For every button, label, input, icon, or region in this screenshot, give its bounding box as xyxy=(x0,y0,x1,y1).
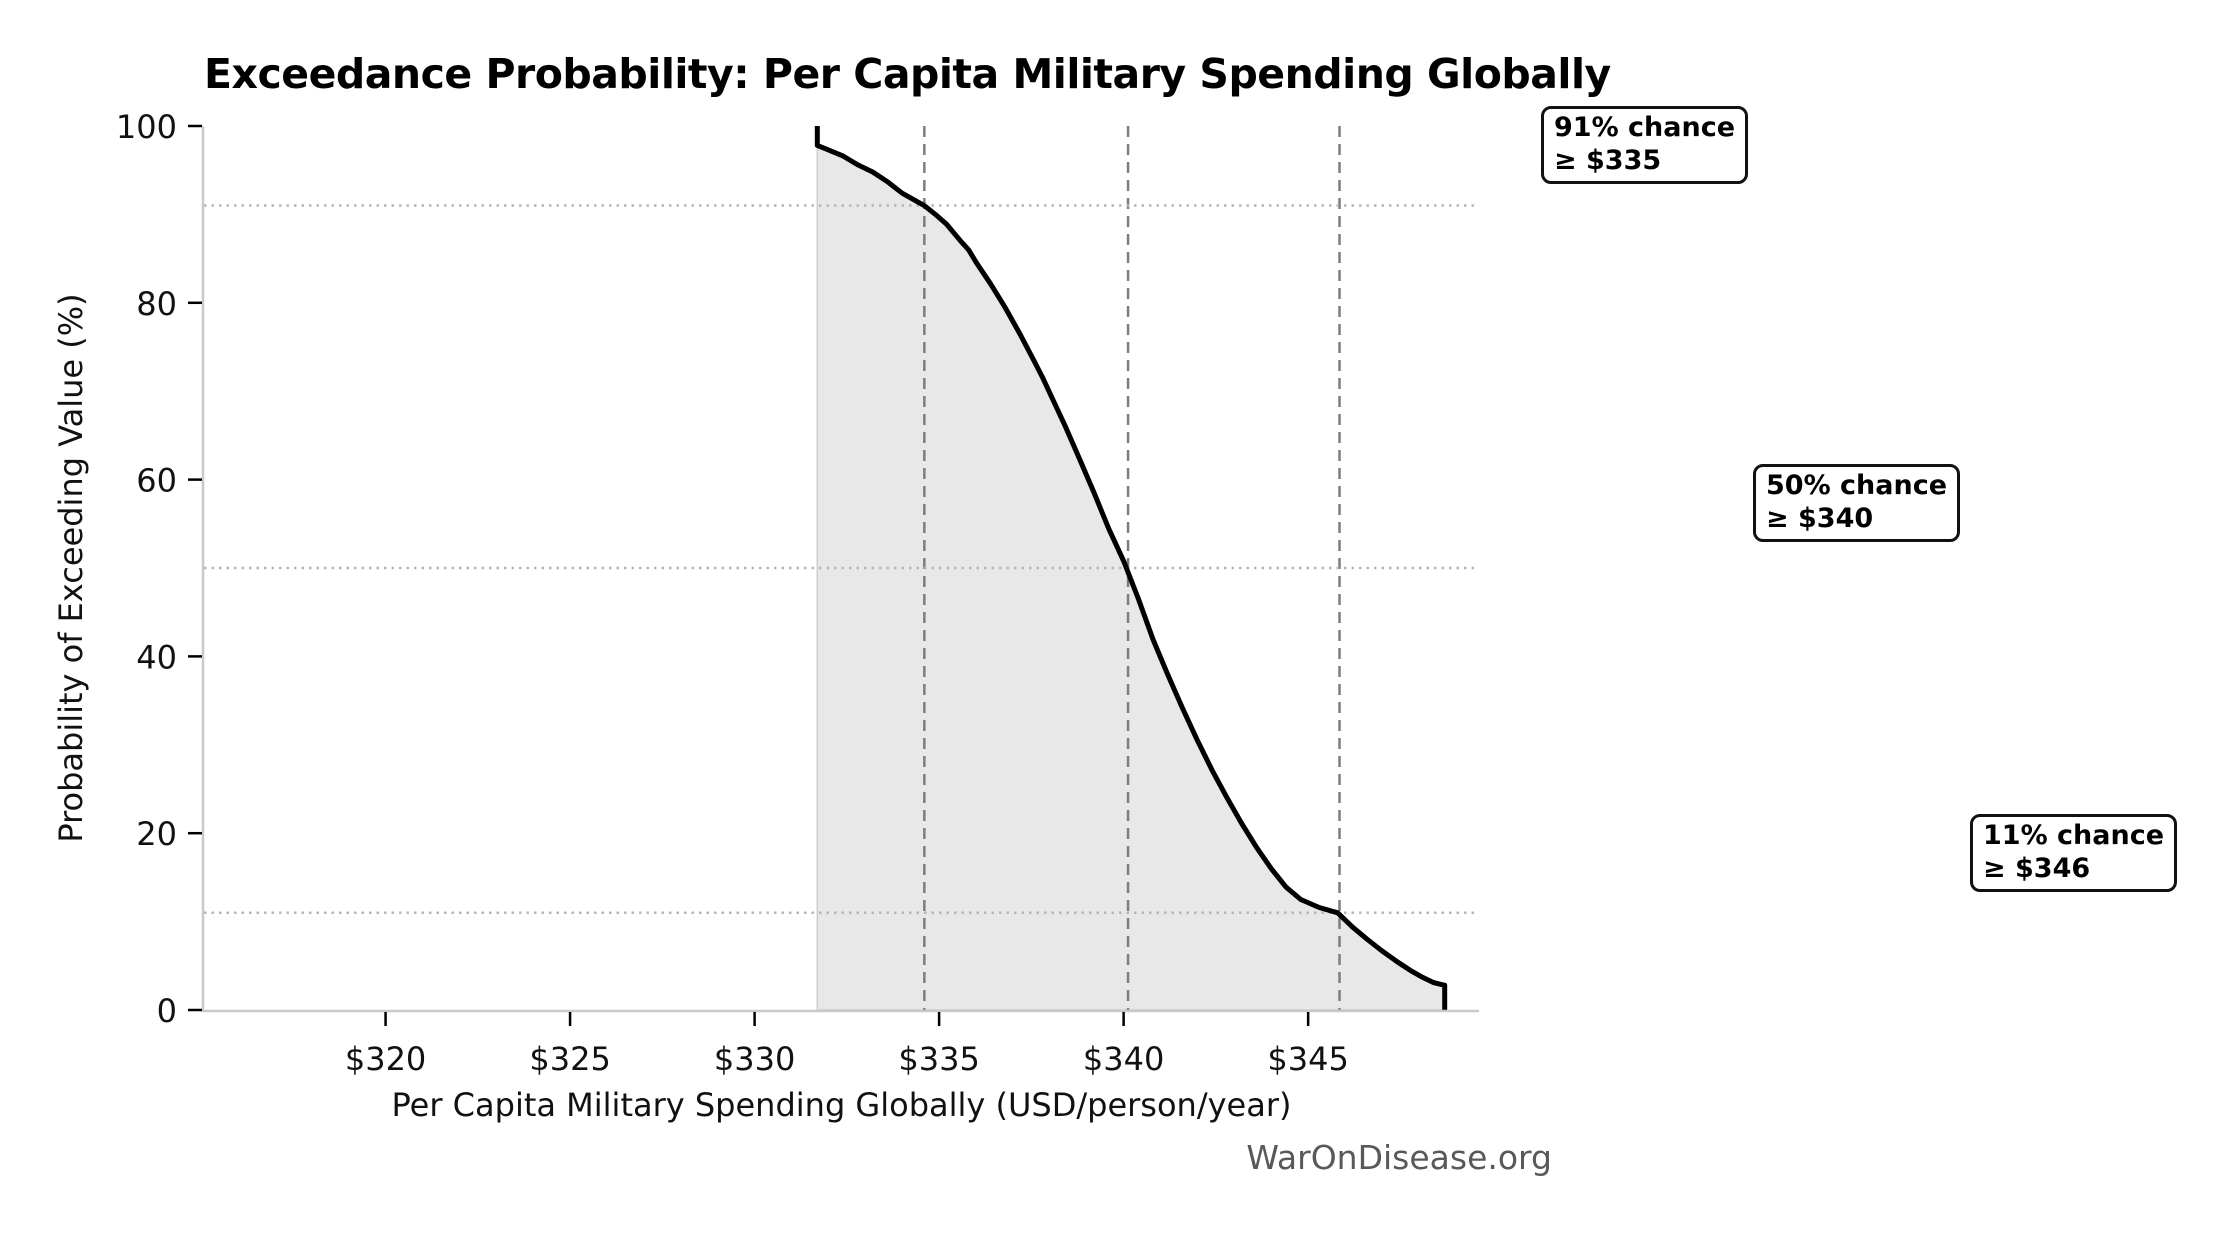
callout-11-line1: 11% chance xyxy=(1983,820,2165,851)
callout-50-line2: ≥ $340 xyxy=(1766,503,1874,534)
watermark-text: WarOnDisease.org xyxy=(1246,1138,1552,1177)
y-tick-label-4: 80 xyxy=(136,285,177,323)
callout-91-percent: 91% chance ≥ $335 xyxy=(1541,106,1749,184)
x-tick-label-2: $330 xyxy=(714,1040,795,1078)
y-tick-label-5: 100 xyxy=(116,108,177,146)
y-tick-label-2: 40 xyxy=(136,638,177,676)
y-tick-label-3: 60 xyxy=(136,462,177,500)
callout-91-line1: 91% chance xyxy=(1554,112,1736,143)
callout-11-percent: 11% chance ≥ $346 xyxy=(1970,814,2178,892)
callout-50-percent: 50% chance ≥ $340 xyxy=(1753,464,1961,542)
x-tick-label-1: $325 xyxy=(529,1040,610,1078)
x-tick-label-5: $345 xyxy=(1267,1040,1348,1078)
x-tick-label-4: $340 xyxy=(1083,1040,1164,1078)
callout-50-line1: 50% chance xyxy=(1766,470,1948,501)
x-tick-label-0: $320 xyxy=(345,1040,426,1078)
x-tick-label-3: $335 xyxy=(898,1040,979,1078)
chart-title: Exceedance Probability: Per Capita Milit… xyxy=(204,50,1611,98)
y-axis-label: Probability of Exceeding Value (%) xyxy=(52,293,90,843)
x-axis-label: Per Capita Military Spending Globally (U… xyxy=(391,1086,1292,1124)
callout-11-line2: ≥ $346 xyxy=(1983,853,2091,884)
y-tick-label-0: 0 xyxy=(157,992,177,1030)
callout-91-line2: ≥ $335 xyxy=(1554,145,1662,176)
y-tick-label-1: 20 xyxy=(136,815,177,853)
exceedance-curve xyxy=(814,126,1448,1010)
